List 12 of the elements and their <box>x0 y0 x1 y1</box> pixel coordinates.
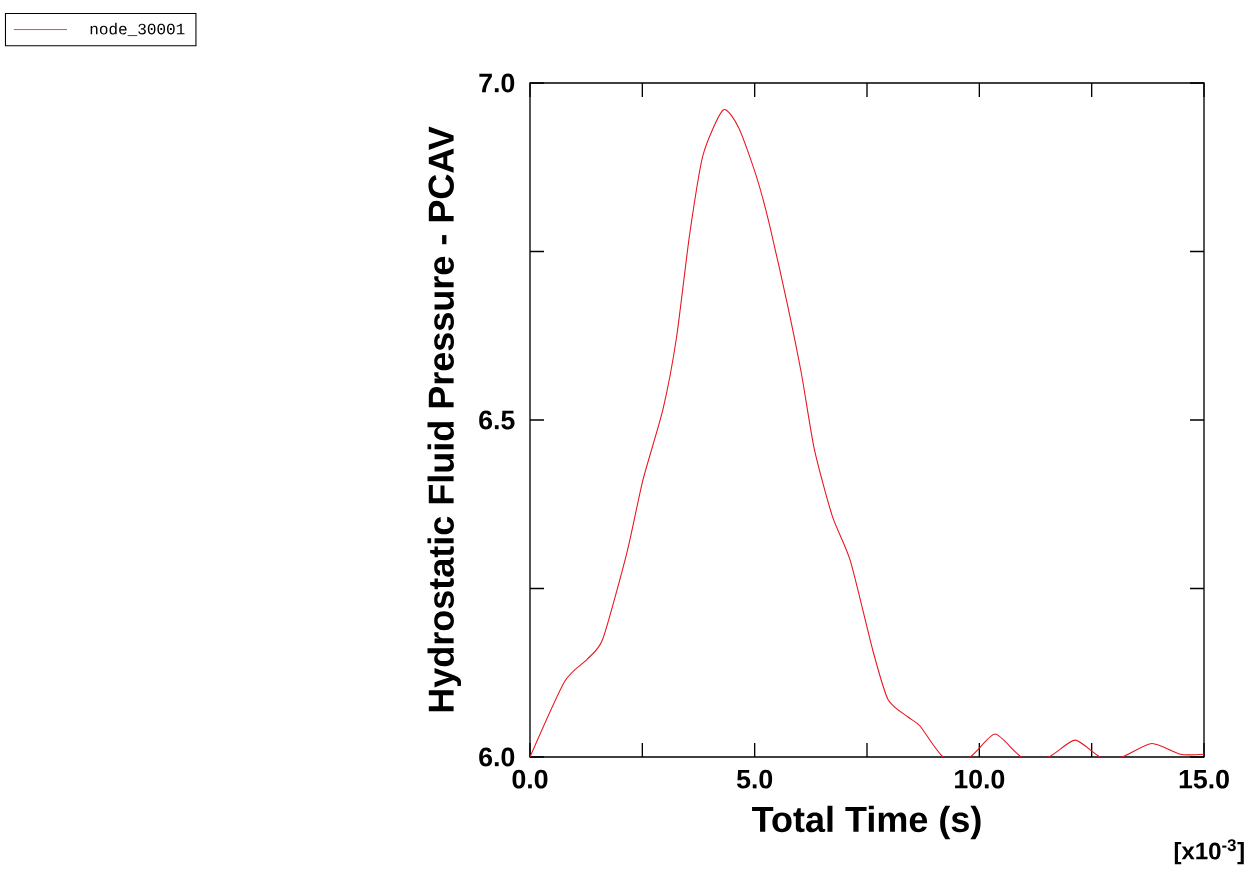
x-tick-label: 10.0 <box>955 769 1005 789</box>
y-tick-label: 6.0 <box>479 747 515 767</box>
y-tick-label: 7.0 <box>479 73 515 93</box>
line-series <box>530 109 1205 757</box>
x-tick-label: 5.0 <box>736 769 773 789</box>
x-axis-title: Total Time (s) <box>752 805 981 840</box>
text: [x10$^{-3}$] <box>1174 839 1244 865</box>
x-tick-label: 15.0 <box>1179 769 1229 789</box>
y-axis-title: Hydrostatic Fluid Pressure - PCAV <box>427 126 462 712</box>
legend-label: node_30001 <box>90 22 185 37</box>
y-tick-label: 6.5 <box>479 410 515 430</box>
x-tick-label: 0.0 <box>512 769 548 789</box>
